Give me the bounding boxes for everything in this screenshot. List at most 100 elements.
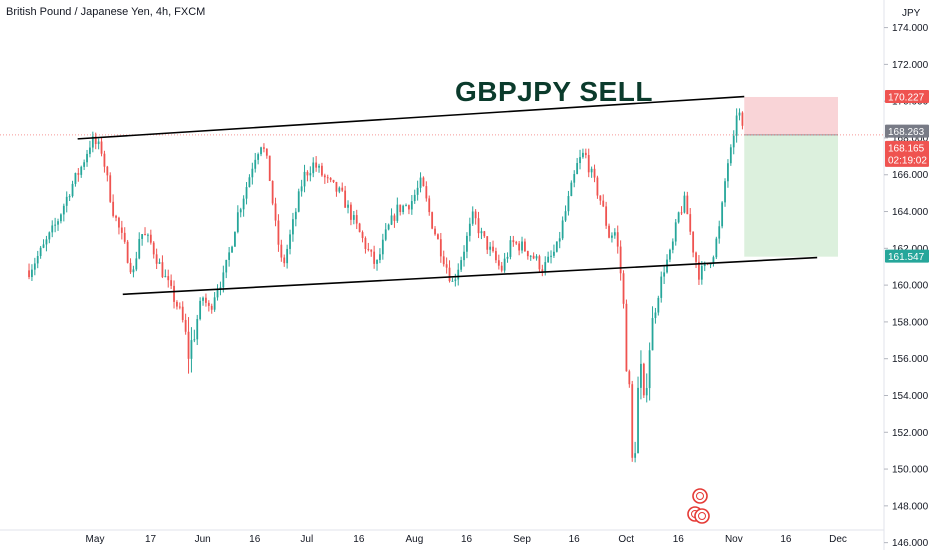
- candle: [361, 230, 364, 243]
- candle: [144, 227, 146, 236]
- candle-body: [202, 297, 204, 301]
- candle: [268, 155, 271, 182]
- candle: [280, 239, 283, 262]
- candle-body: [164, 276, 167, 278]
- candle: [729, 144, 732, 166]
- candle: [663, 265, 666, 285]
- candle-body: [321, 165, 323, 176]
- candle: [686, 191, 689, 215]
- candle: [506, 252, 509, 263]
- candle-body: [715, 238, 718, 258]
- candle: [741, 111, 744, 130]
- candle: [118, 216, 120, 235]
- candle-body: [94, 136, 97, 145]
- candle: [579, 149, 581, 170]
- candle-body: [376, 259, 378, 264]
- candle: [323, 173, 326, 184]
- candle-body: [91, 136, 94, 148]
- candle: [587, 148, 590, 178]
- candle: [62, 203, 65, 222]
- candle-body: [135, 258, 138, 270]
- candle: [468, 217, 471, 242]
- candle-body: [466, 235, 468, 252]
- candle-body: [323, 175, 326, 178]
- candle: [89, 140, 91, 158]
- stop-price-badge: 170.227: [885, 89, 929, 103]
- candle: [123, 227, 126, 244]
- candle: [94, 132, 97, 150]
- candle: [431, 211, 434, 230]
- candle-body: [390, 215, 393, 225]
- candle-body: [521, 241, 523, 251]
- candle-body: [222, 272, 225, 288]
- candle-body: [416, 187, 419, 195]
- candle-body: [106, 166, 109, 176]
- candle: [306, 170, 309, 182]
- price-tick-label: 152.000: [892, 428, 929, 439]
- candle: [709, 263, 712, 269]
- candle-body: [640, 363, 642, 388]
- candle: [381, 233, 384, 260]
- candle: [207, 300, 210, 312]
- candle-body: [103, 153, 106, 167]
- candle: [622, 270, 625, 309]
- candle: [637, 376, 639, 454]
- candle-body: [100, 141, 103, 154]
- candle: [489, 242, 492, 257]
- candle-body: [300, 186, 303, 192]
- candle: [727, 159, 729, 188]
- event-icon-ring: [692, 488, 708, 504]
- candle: [228, 246, 231, 267]
- candle: [141, 234, 144, 246]
- candle: [341, 182, 344, 192]
- price-tick-label: 158.000: [892, 317, 929, 328]
- candle-body: [236, 212, 239, 232]
- candle: [149, 229, 152, 245]
- candle: [524, 238, 526, 252]
- candle-body: [727, 163, 729, 182]
- candle-body: [381, 239, 384, 255]
- candle-body: [138, 238, 141, 259]
- candle: [654, 307, 657, 324]
- candle-body: [306, 171, 309, 176]
- stop-badge-text: 170.227: [888, 92, 925, 103]
- candle-body: [86, 153, 88, 163]
- candle: [138, 232, 141, 260]
- time-tick-label: Sep: [513, 534, 531, 545]
- candle: [57, 218, 59, 231]
- candle-body: [671, 241, 674, 250]
- candle: [321, 162, 323, 177]
- candle-body: [181, 306, 184, 320]
- candle-body: [277, 220, 280, 245]
- candle: [60, 213, 62, 224]
- candle: [689, 208, 692, 235]
- candle-body: [735, 115, 738, 136]
- candle: [173, 280, 175, 309]
- candle: [515, 240, 518, 246]
- candle-body: [582, 152, 584, 158]
- candle-body: [265, 148, 268, 156]
- candle: [158, 258, 161, 265]
- candle: [257, 152, 260, 165]
- candle: [31, 264, 33, 281]
- candle: [33, 257, 36, 276]
- candle: [196, 314, 199, 346]
- candle: [344, 185, 347, 208]
- current-badge-bg: [885, 140, 929, 167]
- candle-body: [234, 231, 236, 247]
- candle-body: [532, 255, 535, 259]
- candle-body: [350, 204, 352, 220]
- candle: [428, 195, 431, 216]
- take-profit-zone: [744, 134, 838, 257]
- candle: [724, 178, 726, 207]
- candle: [593, 164, 596, 183]
- candle-body: [637, 387, 639, 454]
- candle: [297, 188, 300, 213]
- candle-body: [62, 205, 65, 215]
- candle: [199, 297, 202, 321]
- candle-body: [419, 177, 422, 188]
- candle-body: [355, 215, 358, 224]
- candle-body: [587, 155, 590, 173]
